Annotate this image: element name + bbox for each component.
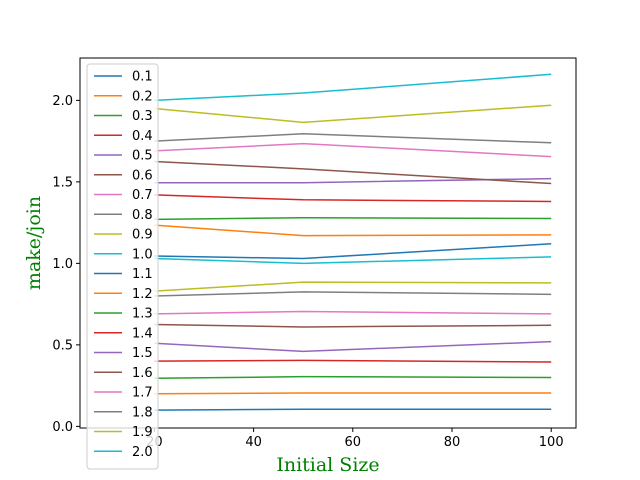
legend-entry-label: 0.8 (132, 208, 153, 223)
legend-entry-label: 0.4 (132, 129, 153, 144)
legend-entry-label: 0.9 (132, 228, 153, 243)
legend-entry-label: 1.5 (132, 346, 153, 361)
legend-entry-label: 1.3 (132, 307, 153, 322)
y-tick-label: 0.0 (52, 420, 73, 435)
series-line-0.2 (154, 392, 552, 395)
legend-entry-label: 1.6 (132, 366, 153, 381)
series-line-1.4 (154, 194, 552, 203)
x-tick-label: 100 (539, 435, 564, 450)
legend-entry-label: 1.4 (132, 326, 153, 341)
series-line-0.3 (154, 375, 552, 380)
legend-entry-label: 2.0 (132, 445, 153, 460)
x-tick-label: 60 (345, 435, 362, 450)
legend-entry-label: 1.0 (132, 247, 153, 262)
y-tick-label: 1.0 (52, 257, 73, 272)
y-tick-label: 2.0 (52, 94, 73, 109)
legend-entry-label: 1.9 (132, 425, 153, 440)
legend-entry-label: 1.8 (132, 405, 153, 420)
series-line-1.5 (154, 177, 552, 184)
series-line-2.0 (154, 73, 552, 102)
legend-entry-label: 0.2 (132, 89, 153, 104)
plot-area (80, 58, 576, 428)
series-line-0.6 (154, 323, 552, 328)
series-line-0.9 (154, 281, 552, 292)
series-line-0.7 (154, 310, 552, 315)
series-line-1.3 (154, 216, 552, 221)
series-line-1.1 (154, 243, 552, 260)
series-line-1.9 (154, 104, 552, 124)
y-axis-label: make/join (23, 196, 45, 290)
legend-entry-label: 0.5 (132, 149, 153, 164)
series-line-1.8 (154, 133, 552, 144)
series-line-0.5 (154, 340, 552, 353)
legend-entry-label: 0.7 (132, 188, 153, 203)
series-line-1.2 (154, 224, 552, 237)
legend: 0.1 0.2 0.3 0.4 0.5 0.6 0.7 0.8 0.9 1.0 1.1 1.2 1.3 1… (86, 63, 159, 470)
legend-box (86, 63, 159, 470)
legend-entry-label: 1.7 (132, 386, 153, 401)
series-line-1.7 (154, 142, 552, 158)
legend-entry-label: 1.1 (132, 267, 153, 282)
series-layer (154, 73, 552, 411)
legend-entry-label: 1.2 (132, 287, 153, 302)
y-tick-label: 0.5 (52, 338, 73, 353)
x-axis-label: Initial Size (276, 454, 379, 476)
legend-entry-label: 0.1 (132, 70, 153, 85)
y-tick-label: 1.5 (52, 175, 73, 190)
legend-entry-label: 0.6 (132, 168, 153, 183)
x-tick-label: 80 (444, 435, 461, 450)
axes-frame (79, 57, 577, 429)
y-axis: 0.0 0.5 1.0 1.5 2.0 (52, 94, 80, 435)
legend-entry-label: 0.3 (132, 109, 153, 124)
series-line-1.0 (154, 256, 552, 265)
series-line-1.6 (154, 160, 552, 185)
x-tick-label: 40 (245, 435, 262, 450)
series-line-0.8 (154, 291, 552, 297)
series-line-0.4 (154, 359, 552, 363)
axes-layer (79, 57, 577, 429)
series-line-0.1 (154, 408, 552, 411)
